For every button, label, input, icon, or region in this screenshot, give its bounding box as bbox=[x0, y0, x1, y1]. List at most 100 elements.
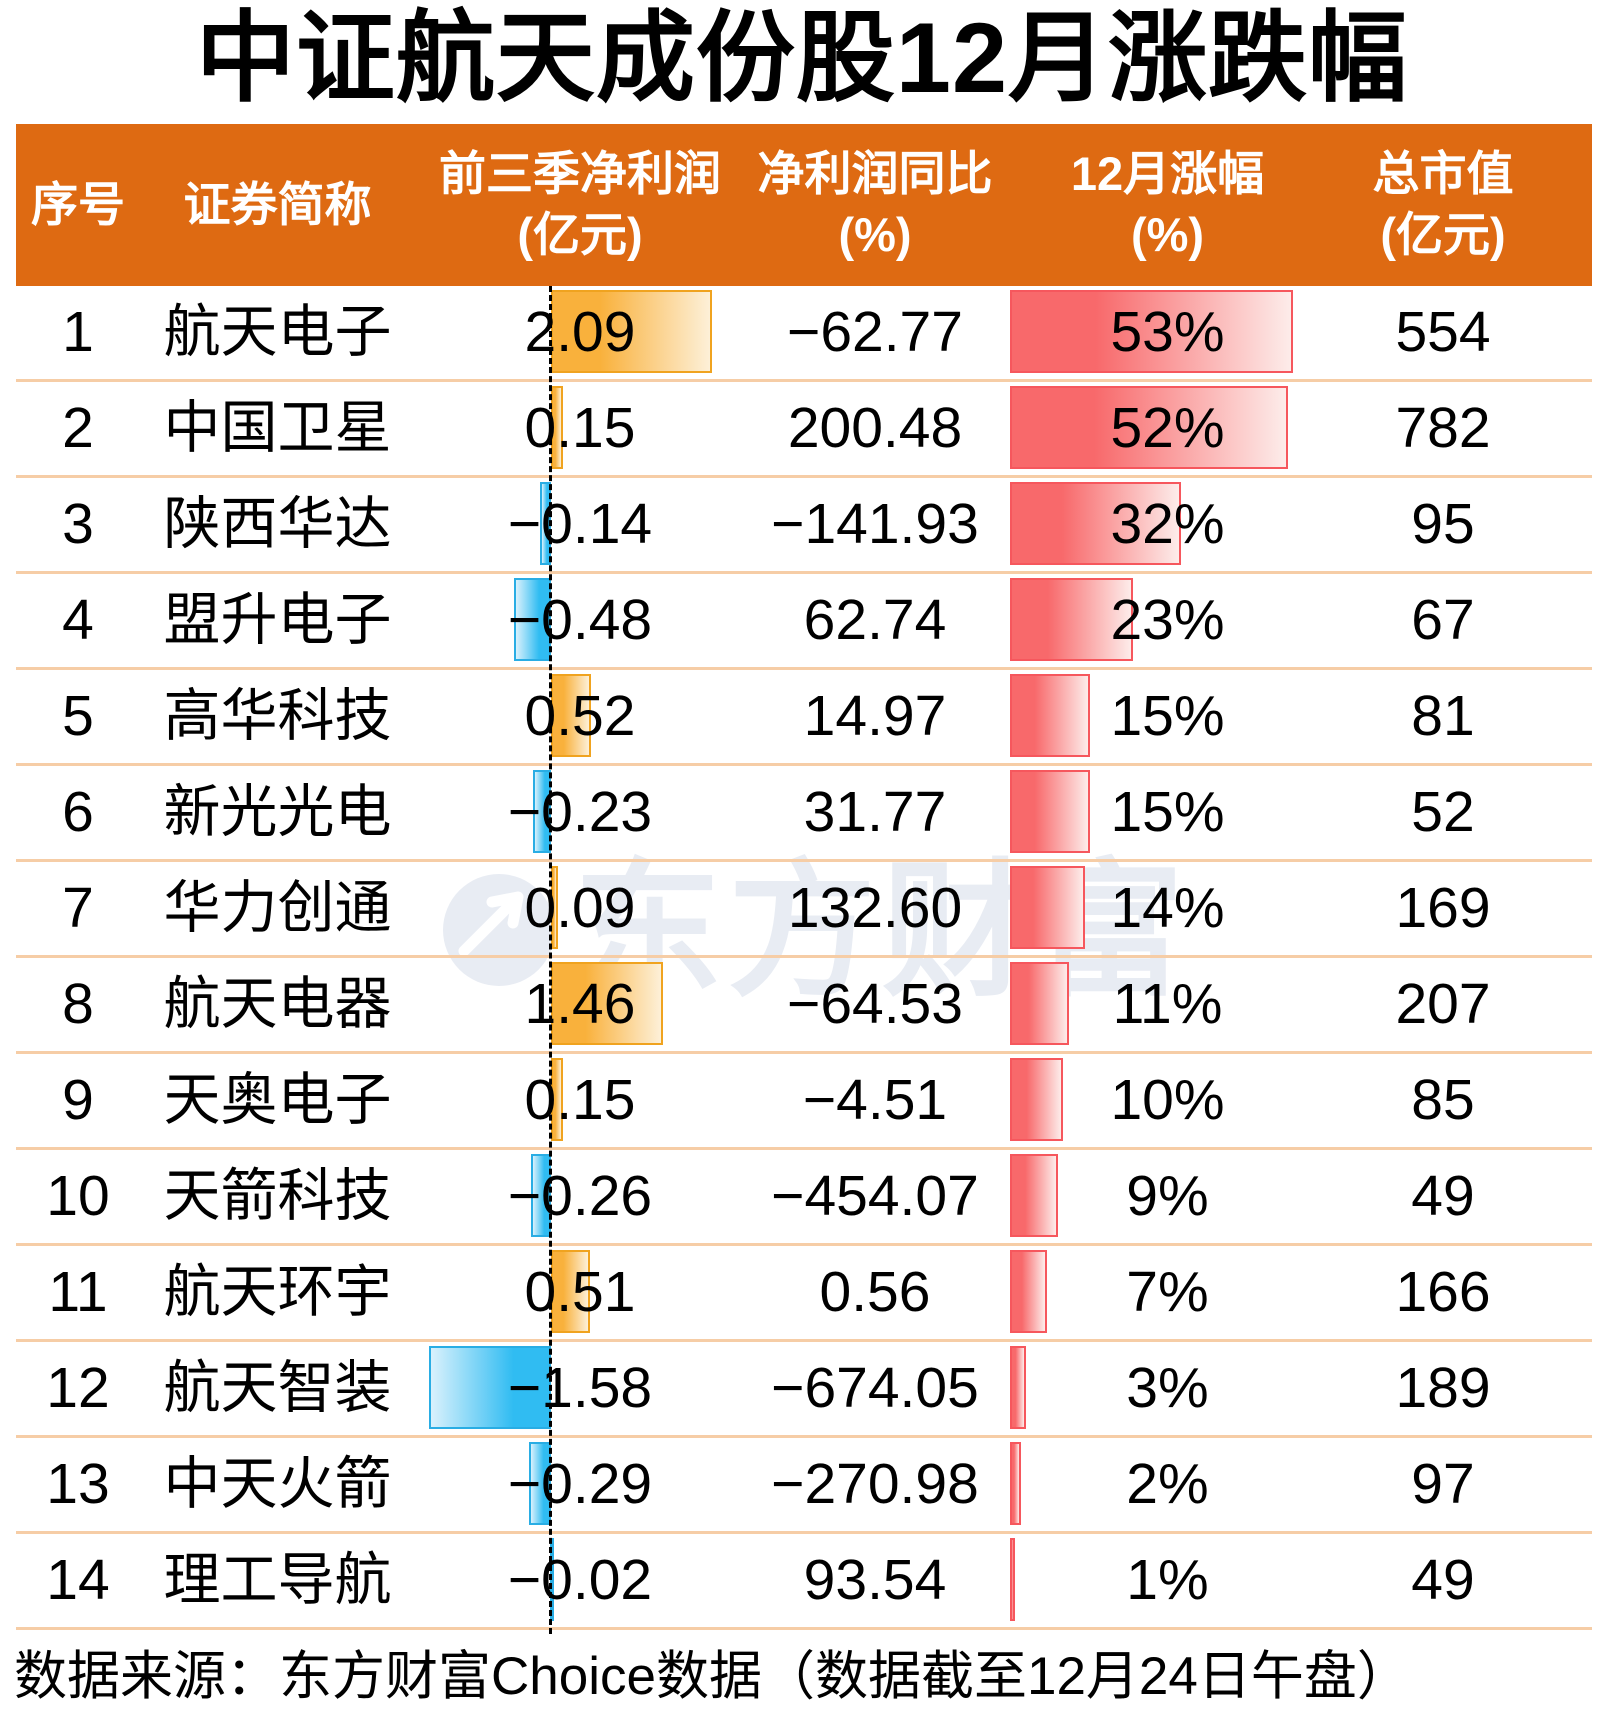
table-row: 8 航天电器 1.46 −64.53 11% 207 bbox=[16, 958, 1592, 1054]
stock-name: 中国卫星 bbox=[163, 396, 392, 460]
table-row: 2 中国卫星 0.15 200.48 52% 782 bbox=[16, 382, 1592, 478]
data-source-note: 数据来源：东方财富Choice数据（数据截至12月24日午盘） bbox=[14, 1647, 1410, 1706]
stock-name: 中天火箭 bbox=[163, 1452, 392, 1516]
stock-name: 天箭科技 bbox=[163, 1164, 392, 1228]
yoy-value: −141.93 bbox=[771, 492, 979, 556]
dec-gain-value: 9% bbox=[1126, 1164, 1209, 1228]
market-cap-value: 95 bbox=[1411, 492, 1475, 556]
dec-gain-bar bbox=[1010, 578, 1133, 661]
dec-gain-bar bbox=[1010, 1538, 1016, 1621]
header-label: 序号 bbox=[31, 177, 125, 231]
net-profit-value: 2.09 bbox=[524, 300, 636, 364]
stock-name: 高华科技 bbox=[163, 684, 392, 748]
yoy-value: −454.07 bbox=[771, 1164, 979, 1228]
header-col-yoy: 净利润同比 (%) bbox=[745, 124, 1005, 286]
table-row: 4 盟升电子 −0.48 62.74 23% 67 bbox=[16, 574, 1592, 670]
net-profit-value: 1.46 bbox=[524, 972, 636, 1036]
table-row: 6 新光光电 −0.23 31.77 15% 52 bbox=[16, 766, 1592, 862]
net-profit-bar-negative bbox=[429, 1346, 551, 1429]
dec-gain-value: 14% bbox=[1110, 876, 1225, 940]
net-profit-value: −0.14 bbox=[507, 492, 653, 556]
dec-gain-bar bbox=[1010, 674, 1091, 757]
table-row: 1 航天电子 2.09 −62.77 53% 554 bbox=[16, 286, 1592, 382]
stock-name: 新光光电 bbox=[163, 780, 392, 844]
row-index: 3 bbox=[62, 492, 94, 556]
net-profit-value: −0.48 bbox=[507, 588, 653, 652]
yoy-value: −4.51 bbox=[802, 1068, 948, 1132]
header-col-net-profit: 前三季净利润 (亿元) bbox=[415, 124, 745, 286]
market-cap-value: 782 bbox=[1395, 396, 1491, 460]
net-profit-bar-positive bbox=[551, 290, 712, 373]
market-cap-value: 85 bbox=[1411, 1068, 1475, 1132]
row-index: 10 bbox=[46, 1164, 110, 1228]
header-col-dec-gain: 12月涨幅 (%) bbox=[1005, 124, 1330, 286]
table-body: 1 航天电子 2.09 −62.77 53% 554 2 中国卫星 0.15 200.48 52% 7… bbox=[16, 286, 1592, 1630]
market-cap-value: 97 bbox=[1411, 1452, 1475, 1516]
row-index: 11 bbox=[48, 1260, 108, 1324]
dec-gain-value: 52% bbox=[1110, 396, 1225, 460]
table-row: 12 航天智装 −1.58 −674.05 3% 189 bbox=[16, 1342, 1592, 1438]
net-profit-value: −1.58 bbox=[507, 1356, 653, 1420]
dec-gain-bar bbox=[1010, 1346, 1026, 1429]
dec-gain-value: 15% bbox=[1110, 684, 1225, 748]
row-index: 5 bbox=[62, 684, 94, 748]
yoy-value: 93.54 bbox=[803, 1548, 947, 1612]
net-profit-value: 0.51 bbox=[524, 1260, 636, 1324]
header-col-market-cap: 总市值 (亿元) bbox=[1330, 124, 1592, 286]
stock-name: 航天电器 bbox=[163, 972, 392, 1036]
market-cap-value: 49 bbox=[1411, 1164, 1475, 1228]
stock-name: 天奥电子 bbox=[163, 1068, 392, 1132]
market-cap-value: 189 bbox=[1395, 1356, 1491, 1420]
row-index: 7 bbox=[62, 876, 94, 940]
market-cap-value: 166 bbox=[1395, 1260, 1491, 1324]
dec-gain-value: 2% bbox=[1126, 1452, 1209, 1516]
header-label: 证券简称 bbox=[183, 177, 372, 231]
stock-name: 航天智装 bbox=[163, 1356, 392, 1420]
stock-name: 盟升电子 bbox=[163, 588, 392, 652]
table-row: 10 天箭科技 −0.26 −454.07 9% 49 bbox=[16, 1150, 1592, 1246]
yoy-value: −64.53 bbox=[787, 972, 963, 1036]
header-col-seq: 序号 bbox=[16, 124, 140, 286]
page-title: 中证航天成份股12月涨跌幅 bbox=[195, 2, 1409, 113]
row-index: 1 bbox=[62, 300, 94, 364]
yoy-value: −270.98 bbox=[771, 1452, 979, 1516]
header-col-name: 证券简称 bbox=[140, 124, 415, 286]
header-unit: (亿元) bbox=[517, 208, 643, 261]
dec-gain-value: 53% bbox=[1110, 300, 1225, 364]
header-label: 总市值 bbox=[1372, 147, 1514, 201]
header-label: 12月涨幅 bbox=[1070, 147, 1265, 201]
header-label: 净利润同比 bbox=[757, 147, 993, 201]
yoy-value: −62.77 bbox=[787, 300, 963, 364]
dec-gain-value: 1% bbox=[1126, 1548, 1209, 1612]
yoy-value: 0.56 bbox=[819, 1260, 931, 1324]
net-profit-value: 0.15 bbox=[524, 1068, 636, 1132]
dec-gain-bar bbox=[1010, 1058, 1064, 1141]
net-profit-value: 0.52 bbox=[524, 684, 636, 748]
table-header: 序号 证券简称 前三季净利润 (亿元) 净利润同比 (%) 12月涨幅 (%) … bbox=[16, 124, 1592, 286]
yoy-value: 62.74 bbox=[803, 588, 947, 652]
net-profit-bar-positive bbox=[551, 1250, 591, 1333]
dec-gain-value: 32% bbox=[1110, 492, 1225, 556]
net-profit-bar-positive bbox=[551, 674, 591, 757]
dec-gain-bar bbox=[1010, 1154, 1059, 1237]
market-cap-value: 81 bbox=[1411, 684, 1475, 748]
dec-gain-bar bbox=[1010, 1250, 1048, 1333]
net-profit-value: −0.23 bbox=[507, 780, 653, 844]
yoy-value: 31.77 bbox=[803, 780, 947, 844]
dec-gain-value: 10% bbox=[1110, 1068, 1225, 1132]
yoy-value: 132.60 bbox=[787, 876, 963, 940]
net-profit-bar-negative bbox=[514, 578, 551, 661]
row-index: 2 bbox=[62, 396, 94, 460]
market-cap-value: 52 bbox=[1411, 780, 1475, 844]
net-profit-value: 0.15 bbox=[524, 396, 636, 460]
dec-gain-bar bbox=[1010, 482, 1181, 565]
row-index: 12 bbox=[46, 1356, 110, 1420]
row-index: 8 bbox=[62, 972, 94, 1036]
zero-axis-dashed-line bbox=[549, 286, 552, 1634]
stock-name: 航天环宇 bbox=[163, 1260, 392, 1324]
net-profit-bar-positive bbox=[551, 962, 664, 1045]
stock-name: 航天电子 bbox=[163, 300, 392, 364]
market-cap-value: 554 bbox=[1395, 300, 1491, 364]
dec-gain-bar bbox=[1010, 866, 1085, 949]
